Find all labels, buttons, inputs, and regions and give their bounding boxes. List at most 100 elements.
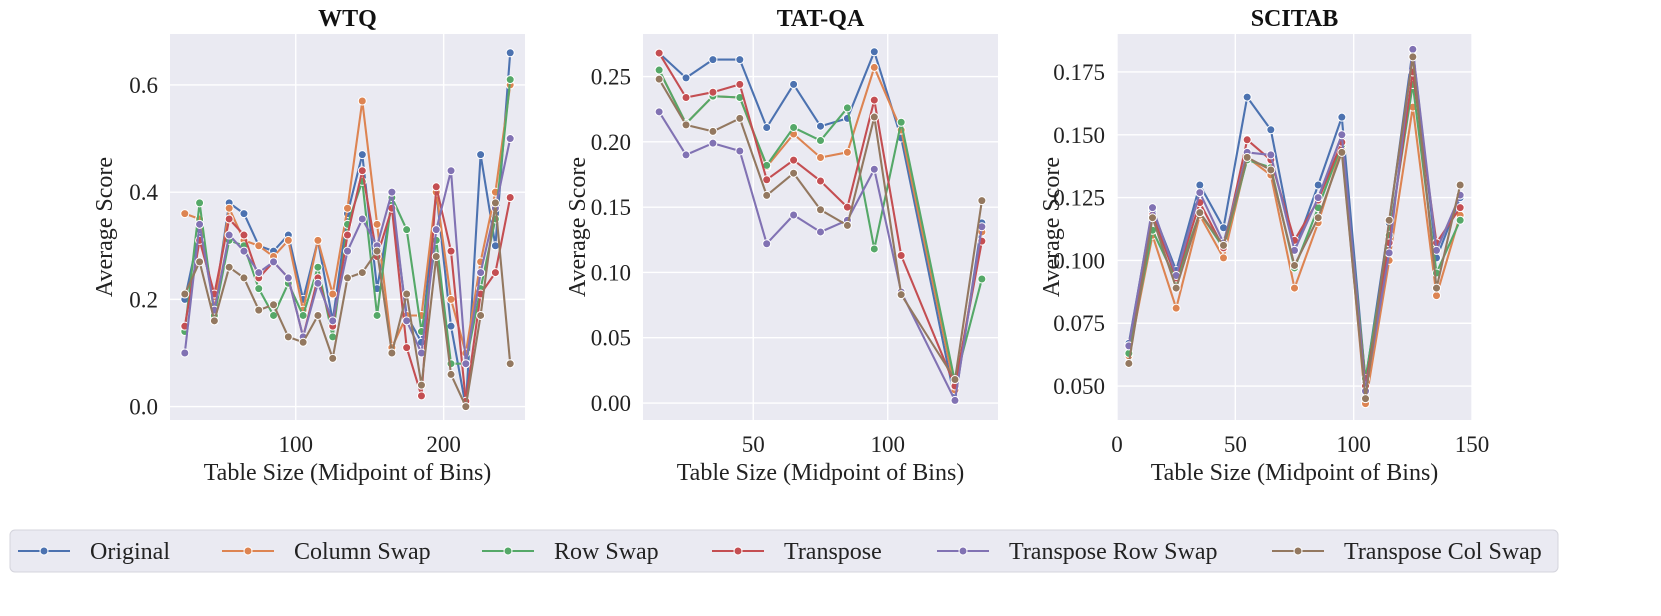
wtq-point-column-swap [372, 219, 382, 229]
scitab-point-original [1195, 180, 1205, 190]
wtq-point-transpose-col-swap [328, 353, 338, 363]
scitab-x-tick-label: 50 [1224, 432, 1247, 457]
legend-marker-column-swap [243, 546, 253, 556]
scitab-x-tick-label: 150 [1455, 432, 1490, 457]
scitab-x-tick-label: 0 [1111, 432, 1123, 457]
wtq-point-transpose-row-swap [343, 246, 352, 256]
wtq-point-transpose [343, 230, 352, 240]
tat-qa-x-tick-label: 100 [870, 432, 905, 457]
tat-qa-point-transpose [762, 175, 772, 185]
tat-qa-point-original [735, 55, 745, 65]
tat-qa-point-original [762, 122, 772, 132]
tat-qa-point-transpose [816, 176, 825, 186]
legend-marker-transpose [733, 546, 743, 556]
tat-qa-point-column-swap [869, 62, 879, 72]
scitab-point-transpose [1242, 135, 1252, 145]
wtq-point-transpose-col-swap [313, 310, 323, 320]
wtq-y-tick-label: 0.6 [129, 73, 158, 98]
subplot-scitab: 0 50 100 150 0.050 0.075 0.100 0.125 0.150 0.175 S… [1039, 6, 1489, 486]
scitab-y-tick-label: 0.150 [1053, 123, 1105, 148]
tat-qa-point-row-swap [816, 136, 825, 146]
tat-qa-point-transpose-row-swap [708, 138, 718, 148]
tat-qa-point-original [869, 47, 879, 57]
scitab-point-transpose-col-swap [1148, 213, 1157, 223]
wtq-y-tick-label: 0.0 [129, 395, 158, 420]
tat-qa-point-transpose-col-swap [654, 74, 664, 84]
legend-label-original: Original [90, 539, 170, 565]
tat-qa-point-column-swap [842, 147, 852, 157]
scitab-point-transpose-col-swap [1361, 394, 1370, 404]
tat-qa-point-row-swap [842, 103, 852, 113]
legend-marker-transpose-row-swap [958, 546, 968, 556]
tat-qa-y-tick-label: 0.00 [591, 391, 631, 416]
tat-qa-point-transpose-row-swap [762, 239, 772, 249]
tat-qa-point-original [681, 73, 691, 83]
wtq-point-original [239, 209, 249, 219]
tat-qa-point-transpose-col-swap [681, 120, 691, 130]
tat-qa-x-axis-label: Table Size (Midpoint of Bins) [677, 460, 965, 486]
tat-qa-point-transpose-col-swap [789, 168, 799, 178]
tat-qa-y-tick-label: 0.05 [591, 326, 631, 351]
wtq-point-transpose-row-swap [446, 166, 456, 176]
scitab-point-transpose [1455, 203, 1465, 213]
legend-label-transpose-row-swap: Transpose Row Swap [1009, 539, 1217, 565]
tat-qa-series-transpose-col-swap [658, 78, 983, 381]
wtq-point-transpose-row-swap [357, 214, 367, 224]
wtq-point-transpose [402, 343, 412, 353]
wtq-point-transpose-col-swap [416, 380, 426, 390]
wtq-point-row-swap [195, 198, 205, 208]
scitab-y-tick-label: 0.100 [1053, 248, 1105, 273]
wtq-title: WTQ [318, 6, 377, 32]
tat-qa-point-transpose-col-swap [816, 205, 825, 215]
wtq-point-transpose-col-swap [283, 332, 293, 342]
wtq-point-transpose-col-swap [343, 273, 352, 283]
wtq-point-row-swap [313, 262, 323, 272]
scitab-point-column-swap [1290, 283, 1299, 293]
wtq-point-transpose-col-swap [239, 273, 249, 283]
wtq-point-transpose-row-swap [476, 268, 486, 278]
wtq-point-transpose-col-swap [490, 198, 500, 208]
tat-qa-point-transpose [654, 48, 664, 58]
wtq-point-transpose-col-swap [505, 359, 515, 369]
scitab-y-tick-label: 0.050 [1053, 374, 1105, 399]
tat-qa-point-transpose-col-swap [708, 126, 718, 136]
tat-qa-point-transpose-col-swap [735, 113, 745, 123]
wtq-point-transpose [431, 182, 441, 192]
wtq-x-axis-label: Table Size (Midpoint of Bins) [204, 460, 492, 486]
scitab-point-transpose-col-swap [1242, 152, 1252, 162]
wtq-point-column-swap [446, 294, 456, 304]
wtq-point-column-swap [283, 235, 293, 245]
wtq-point-column-swap [180, 209, 190, 219]
scitab-y-tick-label: 0.075 [1053, 311, 1105, 336]
legend-frame [9, 529, 1559, 573]
wtq-point-transpose-col-swap [402, 289, 412, 299]
wtq-point-transpose-row-swap [328, 316, 338, 326]
scitab-point-transpose-col-swap [1124, 358, 1134, 368]
scitab-y-tick-label: 0.125 [1053, 186, 1105, 211]
scitab-point-transpose-row-swap [1384, 248, 1394, 258]
wtq-point-transpose-row-swap [431, 225, 441, 235]
wtq-point-column-swap [343, 203, 352, 213]
wtq-point-row-swap [402, 225, 412, 235]
legend-label-column-swap: Column Swap [294, 539, 431, 565]
tat-qa-point-transpose-row-swap [681, 150, 691, 160]
wtq-point-transpose-row-swap [402, 316, 412, 326]
wtq-point-row-swap [372, 310, 382, 320]
tat-qa-point-row-swap [654, 65, 664, 75]
tat-qa-point-transpose-col-swap [869, 112, 879, 122]
wtq-x-tick-label: 100 [278, 432, 313, 457]
wtq-point-transpose-col-swap [269, 300, 279, 310]
scitab-point-transpose-col-swap [1195, 208, 1205, 218]
wtq-y-tick-label: 0.4 [129, 180, 158, 205]
scitab-y-tick-label: 0.175 [1053, 60, 1105, 85]
legend-marker-transpose-col-swap [1293, 546, 1303, 556]
wtq-point-transpose [239, 230, 249, 240]
tat-qa-y-axis-label: Average Score [565, 157, 591, 297]
scitab-point-transpose-row-swap [1408, 44, 1418, 54]
legend-marker-original [39, 546, 49, 556]
scitab-point-transpose-col-swap [1171, 283, 1181, 293]
wtq-point-transpose [416, 391, 426, 401]
scitab-point-transpose-row-swap [1266, 150, 1276, 160]
scitab-y-axis-label: Average Score [1039, 157, 1065, 297]
